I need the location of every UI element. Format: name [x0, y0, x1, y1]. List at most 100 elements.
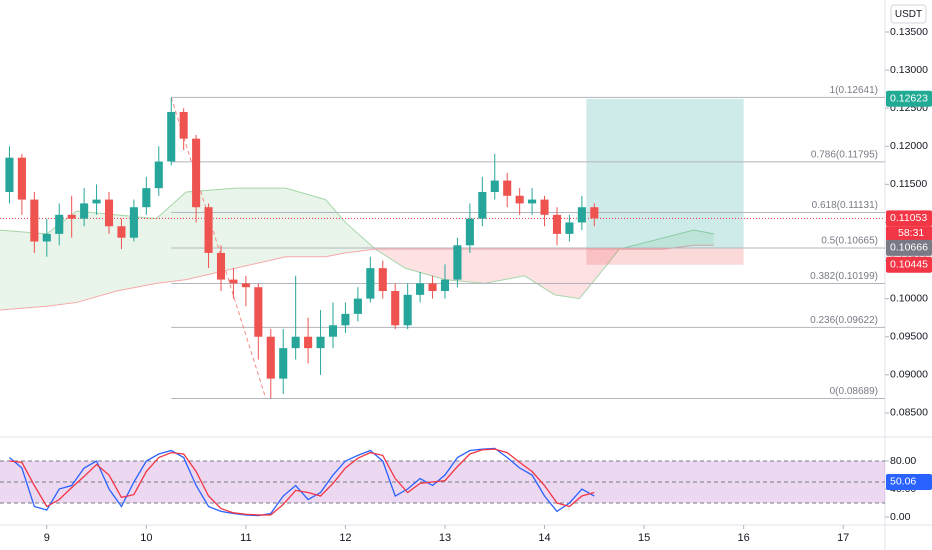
- x-tick-label: 17: [837, 532, 849, 544]
- cloud-segment: [444, 249, 485, 284]
- stoch-d-line: [9, 448, 595, 516]
- cloud-segment: [405, 249, 445, 280]
- x-tick-label: 13: [439, 532, 451, 544]
- candle-body: [204, 207, 213, 253]
- candle-body: [428, 283, 437, 292]
- candle-body: [565, 222, 574, 234]
- candle-body: [316, 336, 325, 349]
- profit-zone: [586, 98, 744, 248]
- stoch-badge-label: 50.06: [890, 476, 916, 488]
- cloud-segment: [156, 191, 187, 284]
- candle-body: [117, 226, 126, 238]
- x-tick-label: 9: [44, 532, 50, 544]
- candle-body: [129, 207, 138, 238]
- stoch-tick-label: 80.00: [890, 455, 916, 467]
- cloud-segment: [235, 188, 286, 269]
- candle-body: [241, 283, 250, 288]
- fib-level-label: 0.786(0.11795): [811, 150, 878, 161]
- y-tick-label: 0.09500: [890, 331, 928, 343]
- cloud-segment: [663, 230, 694, 250]
- fib-trend-line: [170, 97, 267, 399]
- cloud-segment: [76, 211, 117, 303]
- candle-body: [515, 195, 524, 204]
- countdown-label: 58:31: [898, 227, 924, 239]
- candle-body: [92, 199, 101, 204]
- candle-body: [440, 279, 450, 292]
- candle-body: [328, 325, 338, 337]
- fib-level-label: 0(0.08689): [830, 386, 878, 397]
- fib-level-label: 0.5(0.10665): [821, 236, 878, 247]
- candle-body: [216, 252, 226, 280]
- candle-body: [5, 157, 14, 192]
- candle-body: [366, 268, 375, 299]
- y-tick-label: 0.11500: [890, 178, 927, 190]
- candle-body: [254, 287, 263, 337]
- fib-level-label: 0.236(0.09622): [810, 315, 878, 326]
- candle-body: [478, 191, 487, 219]
- candle-body: [465, 218, 474, 246]
- currency-label[interactable]: USDT: [895, 9, 922, 20]
- stoch-badge: [886, 473, 932, 490]
- candle-body: [490, 180, 499, 192]
- candle-body: [378, 268, 387, 292]
- price-badge: [886, 256, 932, 273]
- candle-body: [279, 348, 288, 379]
- candle-body: [67, 214, 76, 219]
- cloud-segment: [325, 199, 346, 257]
- stoch-tick-label: 0.00: [890, 511, 911, 523]
- candle-body: [528, 199, 537, 204]
- candle-body: [403, 294, 412, 326]
- price-badge-label: 0.10445: [890, 259, 928, 271]
- x-tick-label: 15: [638, 532, 650, 544]
- fib-level-label: 0.382(0.10199): [810, 271, 878, 282]
- candle-body: [30, 199, 39, 242]
- price-badge-label: 0.10666: [890, 242, 928, 254]
- x-tick-label: 14: [538, 532, 550, 544]
- fib-level-label: 1(0.12641): [830, 85, 878, 96]
- candle-body: [341, 313, 350, 326]
- cloud-segment: [46, 211, 77, 307]
- candle-body: [353, 298, 362, 314]
- candle-body: [42, 233, 51, 242]
- candle-body: [104, 199, 114, 227]
- candle-body: [577, 207, 586, 223]
- cloud-segment: [116, 214, 157, 292]
- x-tick-label: 16: [738, 532, 750, 544]
- candle-body: [80, 203, 89, 219]
- cloud-segment: [484, 249, 525, 284]
- candle-body: [552, 214, 562, 234]
- x-tick-label: 10: [140, 532, 152, 544]
- candle-body: [453, 245, 462, 280]
- candle-body: [291, 336, 300, 349]
- price-badge: [886, 210, 932, 227]
- loss-zone: [586, 247, 744, 265]
- candle-body: [167, 111, 176, 162]
- y-tick-label: 0.12000: [890, 140, 928, 152]
- candle-body: [17, 157, 26, 200]
- candle-body: [179, 111, 188, 139]
- countdown-badge: [886, 226, 932, 241]
- cloud-segment: [285, 188, 326, 257]
- price-badge-label: 0.12623: [890, 93, 928, 105]
- candle-body: [229, 279, 238, 284]
- candle-body: [416, 283, 425, 295]
- fib-level-label: 0.618(0.11131): [812, 200, 878, 211]
- currency-box[interactable]: [890, 4, 927, 24]
- y-tick-label: 0.08500: [890, 407, 928, 419]
- candle-body: [503, 180, 512, 196]
- cloud-segment: [345, 222, 376, 253]
- y-tick-label: 0.10000: [890, 292, 928, 304]
- x-tick-label: 12: [339, 532, 351, 544]
- candle-body: [142, 188, 151, 208]
- cloud-segment: [0, 230, 47, 311]
- candle-body: [540, 199, 549, 215]
- y-tick-label: 0.13000: [890, 64, 928, 76]
- y-tick-label: 0.09000: [890, 369, 928, 381]
- candle-body: [154, 161, 163, 189]
- price-badge: [886, 239, 932, 256]
- x-tick-label: 11: [240, 532, 251, 544]
- candle-body: [266, 336, 275, 379]
- candle-body: [192, 138, 201, 208]
- cloud-segment: [693, 230, 714, 246]
